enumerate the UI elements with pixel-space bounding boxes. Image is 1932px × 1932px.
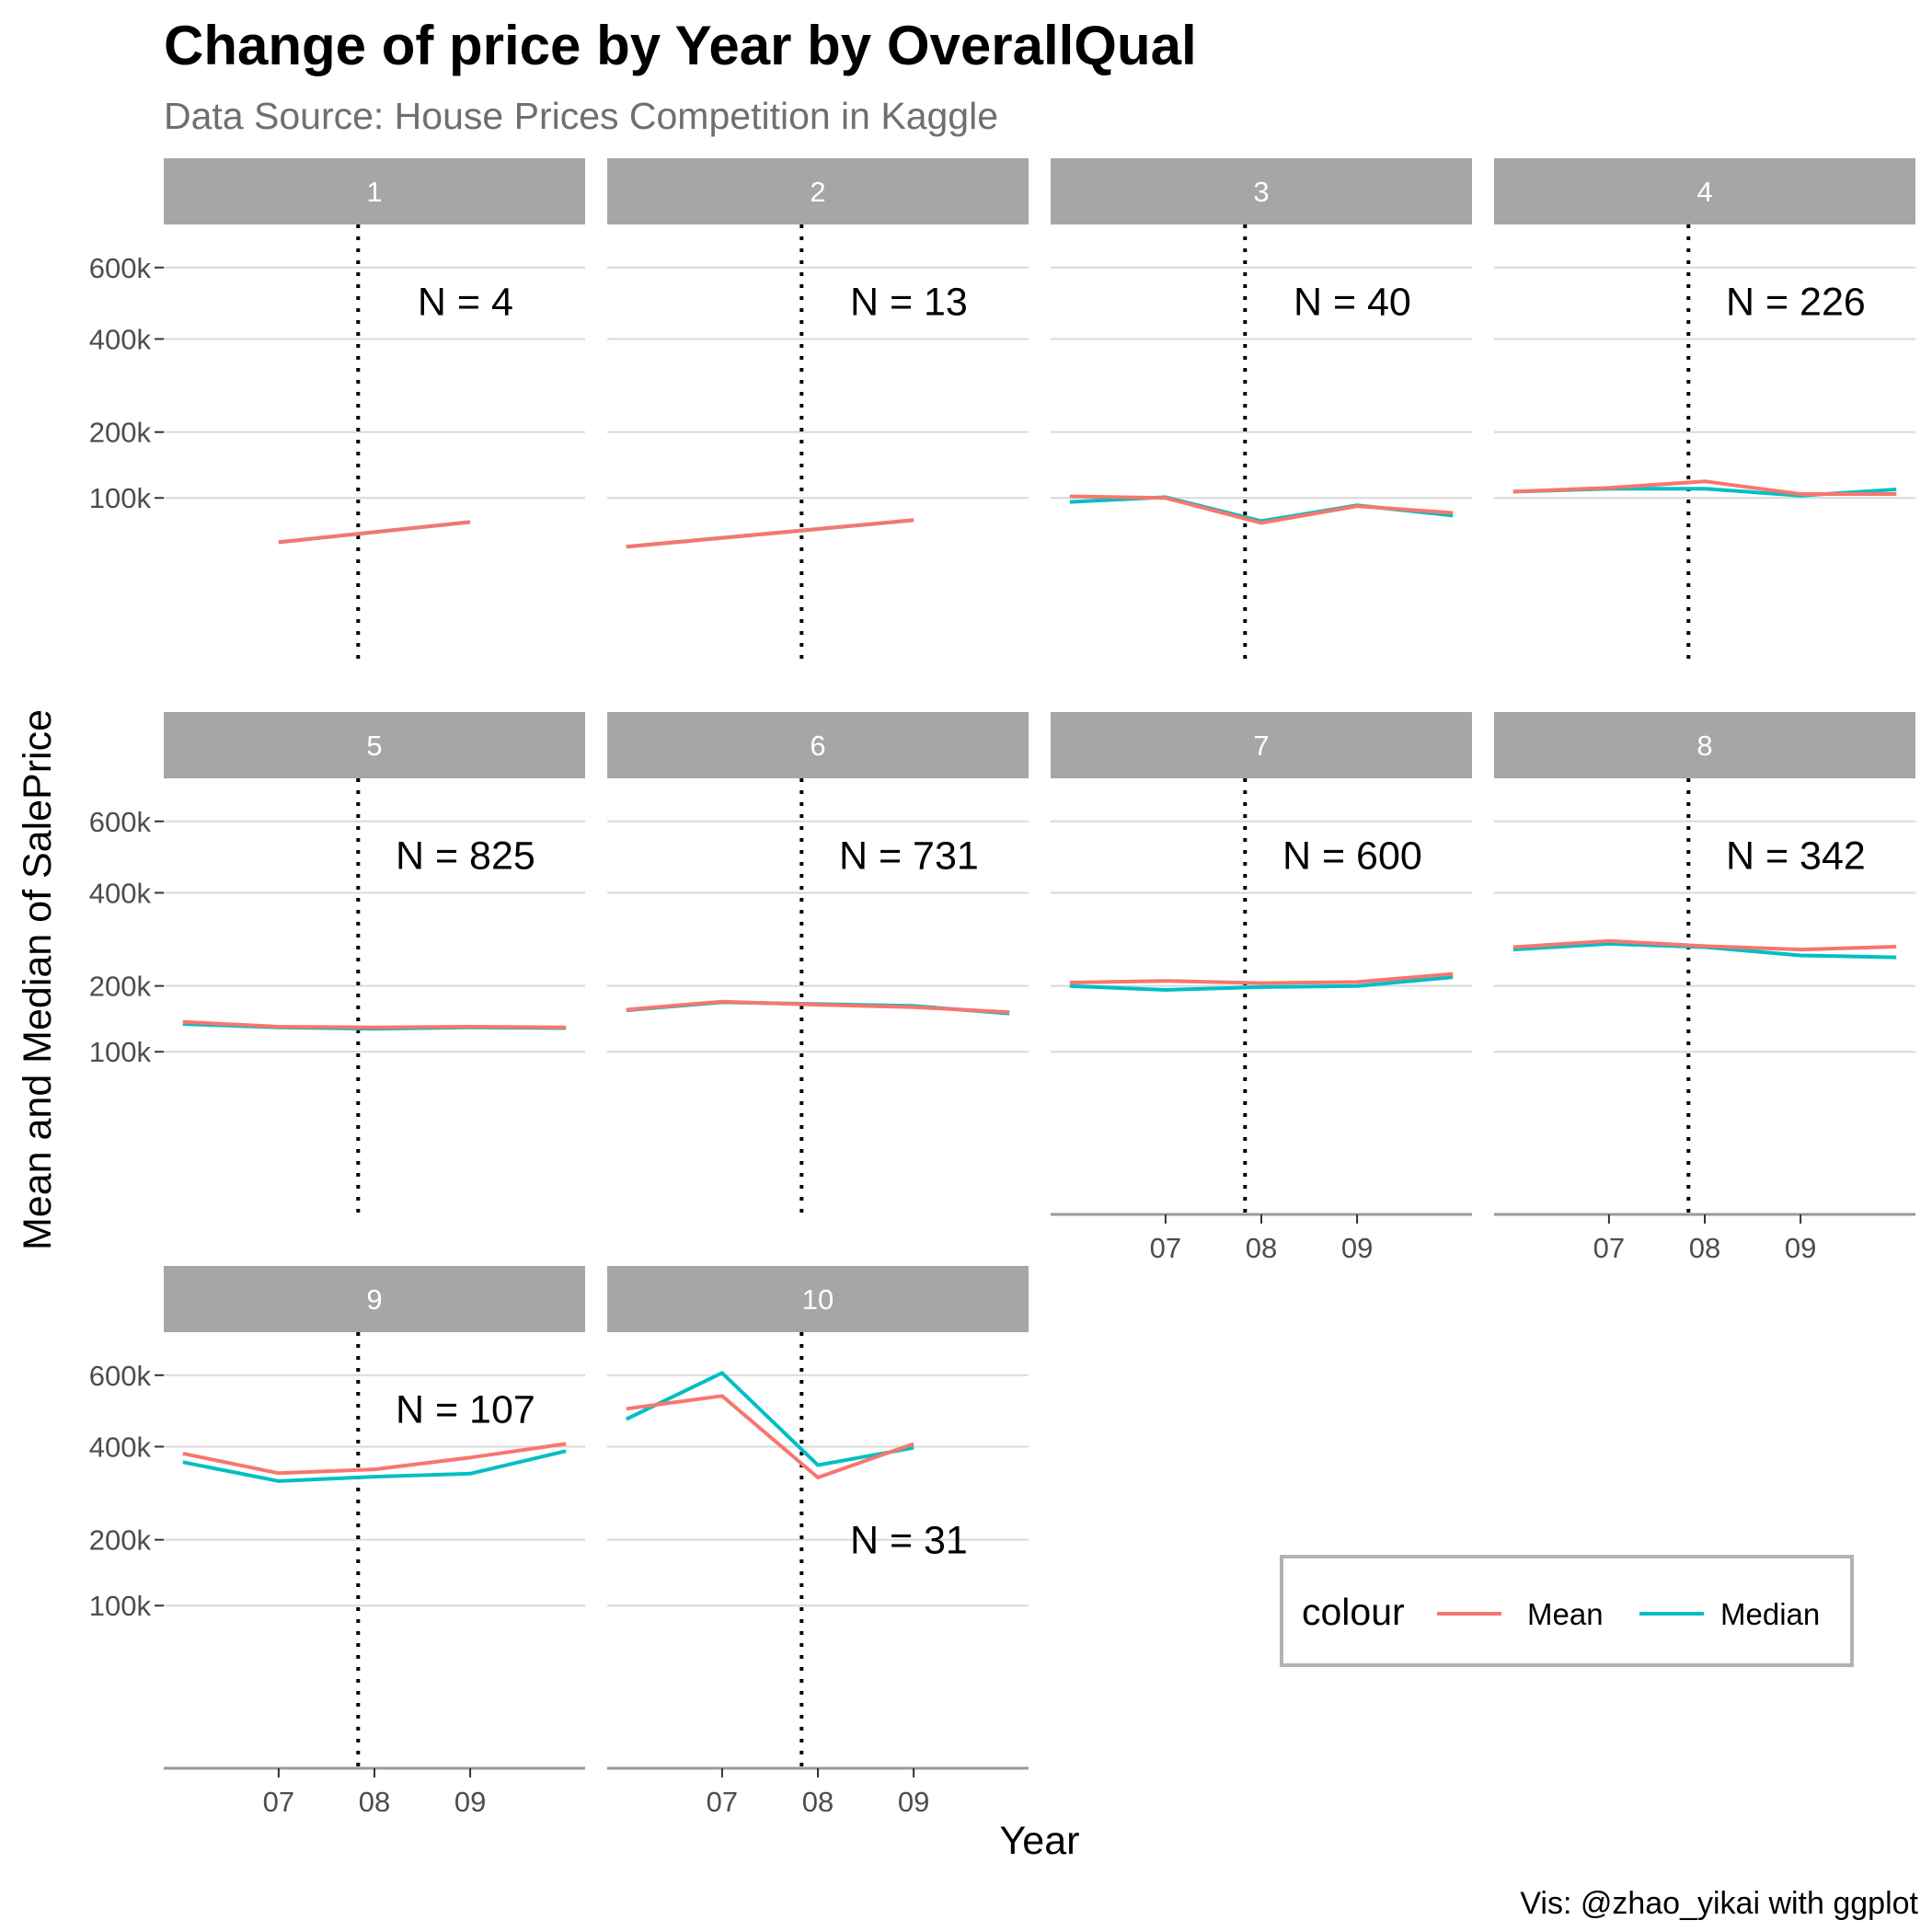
facet-strip-label: 10 xyxy=(802,1283,834,1316)
facet-strip xyxy=(164,712,585,778)
facet-panel-2: 2 N = 13 xyxy=(607,158,1029,659)
series-line-median xyxy=(1069,975,1454,992)
facet-panel-10: 10 07 08 09 N = 31 xyxy=(607,1266,1029,1818)
x-axis-title: Year xyxy=(1000,1819,1080,1863)
series-line-mean xyxy=(1512,938,1897,952)
y-tick-label: 200k xyxy=(89,417,152,449)
y-tick-label: 100k xyxy=(89,1036,152,1068)
facet-panel-3: 3 N = 40 xyxy=(1051,158,1472,659)
facet-strip-label: 8 xyxy=(1696,730,1712,762)
facet-strip-label: 5 xyxy=(366,730,382,762)
series-line-mean xyxy=(278,520,471,545)
n-count-label: N = 226 xyxy=(1726,281,1866,325)
facet-strip xyxy=(607,712,1029,778)
facet-panel-5: 5 100k 200k 400k 600k N = 825 xyxy=(89,712,585,1213)
n-count-label: N = 107 xyxy=(396,1388,535,1432)
n-count-label: N = 600 xyxy=(1282,834,1422,879)
facet-strip-label: 7 xyxy=(1253,730,1269,762)
facet-panel-6: 6 N = 731 xyxy=(607,712,1029,1213)
series-line-median xyxy=(182,1449,567,1483)
facet-strip-label: 2 xyxy=(810,176,825,208)
series-line-mean xyxy=(1069,972,1454,985)
facet-strip-label: 4 xyxy=(1696,176,1712,208)
series-line-median xyxy=(625,1371,914,1467)
x-tick-label: 09 xyxy=(1785,1232,1816,1264)
facet-strip xyxy=(1051,712,1472,778)
series-line-mean xyxy=(1512,479,1897,496)
n-count-label: N = 731 xyxy=(839,834,979,879)
legend-mean-label: Mean xyxy=(1527,1597,1604,1631)
n-count-label: N = 13 xyxy=(850,281,968,325)
x-tick-label: 08 xyxy=(1246,1232,1277,1264)
n-count-label: N = 40 xyxy=(1294,281,1411,325)
x-tick-label: 07 xyxy=(1593,1232,1625,1264)
facet-strip xyxy=(1494,712,1915,778)
y-tick-label: 100k xyxy=(89,482,152,514)
n-count-label: N = 4 xyxy=(418,281,513,325)
legend: colour Mean Median xyxy=(1280,1555,1854,1667)
n-count-label: N = 31 xyxy=(850,1519,968,1563)
y-tick-label: 600k xyxy=(89,806,152,838)
y-tick-label: 400k xyxy=(89,1431,152,1463)
n-count-label: N = 342 xyxy=(1726,834,1866,879)
facet-strip xyxy=(607,158,1029,224)
y-tick-label: 200k xyxy=(89,971,152,1003)
series-line-mean xyxy=(626,518,914,549)
facet-strip xyxy=(164,1266,585,1332)
legend-box xyxy=(1280,1555,1854,1667)
x-tick-label: 08 xyxy=(359,1786,390,1818)
y-tick-label: 400k xyxy=(89,877,152,909)
y-tick-label: 400k xyxy=(89,323,152,355)
facet-panel-4: 4 N = 226 xyxy=(1494,158,1915,659)
facet-strip-label: 9 xyxy=(366,1283,382,1316)
x-tick-label: 08 xyxy=(802,1786,834,1818)
series-line-mean xyxy=(1069,494,1454,525)
chart-subtitle: Data Source: House Prices Competition in… xyxy=(164,95,998,137)
facet-strip xyxy=(164,158,585,224)
facet-panel-9: 9 100k 200k 400k 600k 07 08 09 N = 107 xyxy=(89,1266,585,1818)
series-line-mean xyxy=(626,999,1010,1015)
x-tick-label: 09 xyxy=(454,1786,486,1818)
chart-title: Change of price by Year by OverallQual xyxy=(164,15,1197,76)
facet-strip xyxy=(607,1266,1029,1332)
legend-title: colour xyxy=(1302,1591,1405,1633)
x-tick-label: 09 xyxy=(1341,1232,1373,1264)
x-tick-label: 08 xyxy=(1689,1232,1720,1264)
facet-strip xyxy=(1494,158,1915,224)
x-tick-label: 07 xyxy=(263,1786,294,1818)
x-tick-label: 07 xyxy=(1150,1232,1181,1264)
y-axis-title: Mean and Median of SalePrice xyxy=(16,709,60,1250)
series-line-mean xyxy=(626,1394,914,1479)
y-tick-label: 600k xyxy=(89,252,152,284)
x-tick-label: 07 xyxy=(707,1786,738,1818)
facet-strip xyxy=(1051,158,1472,224)
series-line-mean xyxy=(182,1019,567,1029)
facet-panel-1: 1 100k 200k 400k 600k N = 4 xyxy=(89,158,585,659)
y-tick-label: 600k xyxy=(89,1360,152,1392)
facet-strip-label: 6 xyxy=(810,730,825,762)
legend-median-label: Median xyxy=(1720,1597,1820,1631)
y-tick-label: 200k xyxy=(89,1524,152,1557)
x-tick-label: 09 xyxy=(898,1786,929,1818)
facet-grid: 1 100k 200k 400k 600k N = 4 2 N = 13 3 N = 40 4 N =… xyxy=(89,158,1915,1818)
y-tick-label: 100k xyxy=(89,1590,152,1622)
facet-panel-7: 7 07 08 09 N = 600 xyxy=(1051,712,1472,1264)
facet-panel-8: 8 07 08 09 N = 342 xyxy=(1494,712,1915,1264)
caption: Vis: @zhao_yikai with ggplot xyxy=(1520,1886,1918,1921)
facet-strip-label: 3 xyxy=(1253,176,1269,208)
series-line-mean xyxy=(182,1442,567,1476)
facet-strip-label: 1 xyxy=(366,176,382,208)
n-count-label: N = 825 xyxy=(396,834,535,879)
